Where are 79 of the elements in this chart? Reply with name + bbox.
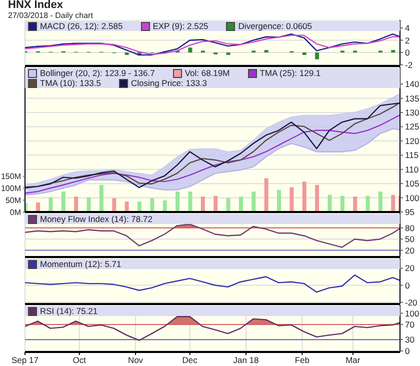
line-series — [25, 316, 400, 341]
legend-label: TMA (25): 129.1 — [260, 68, 321, 78]
bar — [138, 202, 142, 212]
bar — [74, 196, 78, 212]
legend-label: TMA (10): 133.5 — [40, 78, 101, 88]
y-tick-label: -2 — [405, 60, 413, 70]
y-tick-label: 115 — [405, 150, 419, 160]
x-tick-label: Mar — [346, 355, 360, 366]
x-tick-label: Feb — [294, 355, 310, 366]
x-tick-label: Sep 17 — [12, 355, 39, 366]
bar — [176, 192, 180, 212]
bar — [378, 192, 382, 212]
bar — [353, 196, 358, 212]
bar — [238, 196, 243, 212]
bar — [200, 196, 205, 212]
y2-tick-label: 150M — [0, 172, 22, 182]
chart-title: HNX Index — [8, 0, 64, 11]
bar — [188, 192, 192, 212]
y2-tick-label: 50M — [5, 196, 22, 205]
bar — [264, 178, 268, 212]
legend-label: MACD (26, 12): 2.585 — [40, 21, 123, 31]
bar — [214, 196, 218, 212]
legend-label: Money Flow Index (14): 78.72 — [40, 214, 152, 224]
y-tick-label: 120 — [405, 136, 420, 146]
bar — [226, 198, 230, 212]
bar — [290, 187, 294, 212]
y2-tick-label: 100M — [0, 184, 22, 194]
y2-tick-label: 0M — [10, 208, 22, 217]
bar — [277, 190, 281, 212]
bar — [302, 182, 306, 212]
bar — [150, 198, 154, 212]
bar — [124, 202, 129, 212]
legend-label: Divergence: 0.0605 — [238, 21, 312, 31]
legend-label: Bollinger (20, 2): 123.9 - 136.7 — [40, 68, 155, 78]
y-tick-label: 4 — [405, 22, 410, 33]
x-tick-label: Dec — [182, 355, 198, 366]
y-tick-label: 80 — [405, 222, 415, 233]
y-tick-label: 30 — [405, 334, 415, 345]
y-tick-label: 0 — [405, 48, 410, 58]
y-tick-label: 20 — [405, 245, 415, 256]
y-tick-label: 140 — [405, 79, 420, 90]
bar — [328, 194, 332, 212]
y-tick-label: 70 — [405, 320, 415, 330]
legend-label: Vol: 68.19M — [184, 68, 230, 78]
legend-label: Momentum (12): 5.71 — [40, 259, 122, 269]
y-tick-label: 2 — [405, 35, 410, 46]
y-tick-label: 0 — [405, 280, 410, 290]
chart-subtitle: 27/03/2018 - Daily chart — [8, 11, 94, 20]
x-tick-label: Oct — [72, 355, 87, 366]
bar — [366, 196, 370, 212]
y-tick-label: 95 — [405, 207, 415, 218]
y-tick-label: 105 — [405, 178, 420, 189]
y-tick-label: -20 — [405, 297, 418, 308]
line-series — [25, 274, 400, 293]
bar — [252, 192, 256, 212]
line-series — [25, 114, 400, 194]
y-tick-label: 50 — [405, 234, 415, 244]
bar — [315, 184, 320, 212]
y-tick-label: 125 — [405, 122, 420, 132]
legend-label: EXP (9): 2.525 — [152, 21, 208, 31]
bar — [48, 197, 53, 212]
legend-label: Closing Price: 133.3 — [130, 78, 208, 88]
bar — [391, 194, 396, 212]
legend-label: RSI (14): 75.21 — [40, 306, 98, 316]
y-tick-label: 110 — [405, 164, 419, 174]
bar — [61, 192, 66, 212]
y-tick-label: 0 — [405, 346, 410, 356]
y-tick-label: 100 — [405, 192, 420, 203]
y-tick-label: 100 — [405, 308, 420, 318]
x-tick-label: Nov — [128, 355, 144, 366]
bar — [86, 197, 91, 212]
bar — [99, 184, 104, 212]
y-tick-label: 130 — [405, 108, 420, 118]
x-tick-label: Jan 18 — [233, 355, 260, 366]
bar — [162, 200, 167, 212]
y-tick-label: 135 — [405, 93, 420, 104]
bar — [340, 196, 344, 212]
y-tick-label: 20 — [405, 263, 415, 274]
bar — [112, 198, 116, 212]
